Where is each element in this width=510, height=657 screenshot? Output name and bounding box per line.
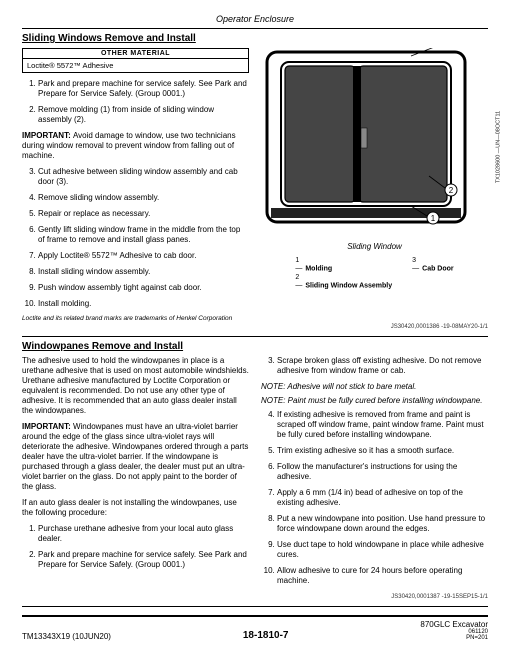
s2-para1: The adhesive used to hold the windowpane… bbox=[22, 356, 249, 416]
legend-3-n: 3— bbox=[412, 257, 422, 274]
s1-step-10: Install molding. bbox=[38, 299, 249, 309]
s2-step-4: If existing adhesive is removed from fra… bbox=[277, 410, 488, 440]
s2-step-6: Follow the manufacturer's instructions f… bbox=[277, 462, 488, 482]
s1-step-7: Apply Loctite® 5572™ Adhesive to cab doo… bbox=[38, 251, 249, 261]
s1-step-8: Install sliding window assembly. bbox=[38, 267, 249, 277]
s2-step-5: Trim existing adhesive so it has a smoot… bbox=[277, 446, 488, 456]
s2-note2: NOTE: Paint must be fully cured before i… bbox=[261, 396, 488, 406]
s1-step-9: Push window assembly tight against cab d… bbox=[38, 283, 249, 293]
s1-step-4: Remove sliding window assembly. bbox=[38, 193, 249, 203]
legend-1-n: 1— bbox=[295, 257, 305, 274]
figure-sidecode: TX1028600 —UN—08OCT11 bbox=[495, 111, 501, 183]
footer-right: 870GLC Excavator bbox=[420, 620, 488, 629]
s2-step-2: Park and prepare machine for service saf… bbox=[38, 550, 249, 570]
s1-step-3: Cut adhesive between sliding window asse… bbox=[38, 167, 249, 187]
s2-step-10: Allow adhesive to cure for 24 hours befo… bbox=[277, 566, 488, 586]
s2-important: IMPORTANT: Windowpanes must have an ultr… bbox=[22, 422, 249, 492]
sliding-window-figure: 2 1 bbox=[261, 48, 471, 238]
material-box: OTHER MATERIAL Loctite® 5572™ Adhesive bbox=[22, 48, 249, 73]
s2-step-1: Purchase urethane adhesive from your loc… bbox=[38, 524, 249, 544]
header-rule bbox=[22, 28, 488, 29]
s2-para2: If an auto glass dealer is not installin… bbox=[22, 498, 249, 518]
s2-step-8: Put a new windowpane into position. Use … bbox=[277, 514, 488, 534]
page-header-title: Operator Enclosure bbox=[22, 14, 488, 24]
s2-important-text: Windowpanes must have an ultra-violet ba… bbox=[22, 422, 248, 491]
trademark-note: Loctite and its related brand marks are … bbox=[22, 315, 249, 322]
footer-left: TM13343X19 (10JUN20) bbox=[22, 632, 111, 641]
s1-step-6: Gently lift sliding window frame in the … bbox=[38, 225, 249, 245]
section1-refcode: JS30420,0001386 -19-08MAY20-1/1 bbox=[22, 324, 488, 330]
s2-step-7: Apply a 6 mm (1/4 in) bead of adhesive o… bbox=[277, 488, 488, 508]
figure-wrap: 2 1 TX1028600 —UN—08OCT11 bbox=[261, 48, 488, 240]
svg-text:2: 2 bbox=[449, 186, 454, 195]
section2-refcode: JS30420,0001387 -19-15SEP15-1/1 bbox=[22, 594, 488, 600]
material-item: Loctite® 5572™ Adhesive bbox=[23, 59, 248, 72]
figure-caption: Sliding Window bbox=[261, 242, 488, 251]
legend-2-t: Sliding Window Assembly bbox=[305, 282, 392, 289]
section1-end-rule bbox=[22, 336, 488, 337]
svg-text:1: 1 bbox=[431, 214, 436, 223]
page-footer: TM13343X19 (10JUN20) 18-1810-7 870GLC Ex… bbox=[22, 615, 488, 641]
legend-2-n: 2— bbox=[295, 274, 305, 291]
s2-step-3: Scrape broken glass off existing adhesiv… bbox=[277, 356, 488, 376]
s1-step-5: Repair or replace as necessary. bbox=[38, 209, 249, 219]
section2-title: Windowpanes Remove and Install bbox=[22, 341, 488, 352]
s2-step-9: Use duct tape to hold windowpane in plac… bbox=[277, 540, 488, 560]
section1-title: Sliding Windows Remove and Install bbox=[22, 33, 488, 44]
footer-sub2: PN=201 bbox=[420, 635, 488, 641]
s1-step-1: Park and prepare machine for service saf… bbox=[38, 79, 249, 99]
s1-step-2: Remove molding (1) from inside of slidin… bbox=[38, 105, 249, 125]
legend-3-t: Cab Door bbox=[422, 265, 454, 272]
s1-important: IMPORTANT: Avoid damage to window, use t… bbox=[22, 131, 249, 161]
s2-note1: NOTE: Adhesive will not stick to bare me… bbox=[261, 382, 488, 392]
material-heading: OTHER MATERIAL bbox=[23, 49, 248, 59]
legend-1-t: Molding bbox=[305, 265, 332, 272]
footer-mid: 18-1810-7 bbox=[243, 630, 289, 641]
figure-legend: 1—Molding 2—Sliding Window Assembly 3—Ca… bbox=[261, 257, 488, 291]
section2-end-rule bbox=[22, 606, 488, 607]
